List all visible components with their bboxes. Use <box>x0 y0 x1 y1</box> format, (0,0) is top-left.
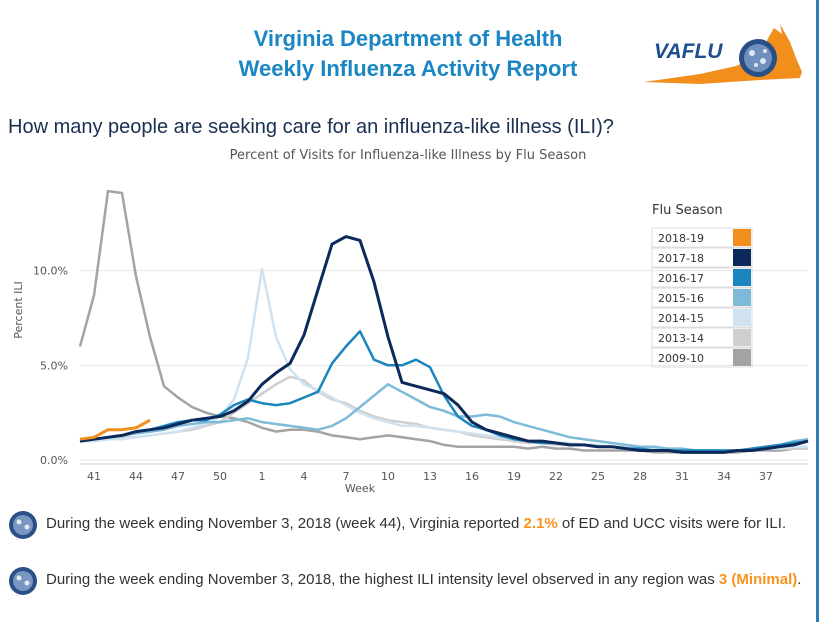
x-tick-label: 19 <box>507 470 521 483</box>
right-border-rule <box>816 0 819 622</box>
legend-label: 2017-18 <box>658 252 704 265</box>
note-1-text: During the week ending November 3, 2018 … <box>46 515 524 532</box>
chart-title: Percent of Visits for Influenza-like Ill… <box>229 148 587 163</box>
header-line-2: Weekly Influenza Activity Report <box>238 56 578 81</box>
x-tick-label: 7 <box>343 470 350 483</box>
legend: Flu Season 2018-192017-182016-172015-162… <box>651 203 753 368</box>
series-line-2015-16 <box>79 383 809 452</box>
x-tick-label: 13 <box>423 470 437 483</box>
header-line-1: Virginia Department of Health <box>253 26 563 51</box>
legend-label: 2015-16 <box>658 292 704 305</box>
x-tick-label: 41 <box>87 470 101 483</box>
logo-text: VAFLU <box>654 40 723 63</box>
legend-swatch-2009-10 <box>733 349 751 366</box>
legend-title: Flu Season <box>652 203 723 218</box>
x-tick-label: 25 <box>591 470 605 483</box>
x-tick-label: 1 <box>259 470 266 483</box>
vaflu-logo: VAFLU <box>644 24 802 84</box>
x-tick-label: 31 <box>675 470 689 483</box>
x-tick-label: 50 <box>213 470 227 483</box>
note-ili-percent: During the week ending November 3, 2018 … <box>46 513 806 535</box>
note-1-highlight: 2.1% <box>523 515 558 532</box>
report-header: Virginia Department of Health Weekly Inf… <box>0 24 816 84</box>
x-tick-label: 47 <box>171 470 185 483</box>
x-tick-label: 28 <box>633 470 647 483</box>
legend-swatch-2013-14 <box>733 329 751 346</box>
legend-swatch-2015-16 <box>733 289 751 306</box>
gridlines <box>80 270 808 465</box>
series-lines <box>78 189 809 454</box>
legend-row <box>651 347 753 368</box>
x-tick-label: 4 <box>301 470 308 483</box>
legend-row <box>651 327 753 348</box>
x-tick-label: 16 <box>465 470 479 483</box>
legend-swatch-2016-17 <box>733 269 751 286</box>
y-axis-title: Percent ILI <box>12 281 25 339</box>
x-tick-label: 22 <box>549 470 563 483</box>
x-axis-labels: 41 44 47 50 1 4 7 10 13 16 19 22 25 28 31 34 37 <box>87 470 773 483</box>
y-tick-label: 0.0% <box>40 454 68 467</box>
ili-line-chart: 41 44 47 50 1 4 7 10 13 16 19 22 25 28 31 34 37 0.0%5.0%… <box>12 189 809 495</box>
x-tick-label: 44 <box>129 470 143 483</box>
legend-row <box>651 227 753 248</box>
question-heading: How many people are seeking care for an … <box>8 116 614 138</box>
x-tick-label: 37 <box>759 470 773 483</box>
note-2-highlight: 3 (Minimal) <box>718 571 798 588</box>
x-axis-title: Week <box>345 482 376 495</box>
note-1-tail: of ED and UCC visits were for ILI. <box>557 515 787 532</box>
legend-label: 2018-19 <box>658 232 704 245</box>
virus-bullet-icon <box>9 511 37 539</box>
legend-label: 2016-17 <box>658 272 704 285</box>
legend-label: 2009-10 <box>658 352 704 365</box>
series-line-2016-17 <box>79 330 809 452</box>
legend-row <box>651 307 753 328</box>
series-line-2018-19 <box>79 418 151 441</box>
note-2-text: During the week ending November 3, 2018,… <box>46 571 719 588</box>
note-2-tail: . <box>797 571 802 588</box>
series-line-2013-14 <box>80 375 808 452</box>
y-axis-labels: 0.0% 5.0% 10.0% <box>33 265 68 467</box>
legend-label: 2014-15 <box>658 312 704 325</box>
virus-icon <box>739 39 777 77</box>
y-tick-label: 10.0% <box>33 265 68 278</box>
legend-swatch-2014-15 <box>733 309 751 326</box>
virus-bullet-icon <box>9 567 37 595</box>
y-tick-label: 5.0% <box>40 359 68 372</box>
legend-row <box>651 287 753 308</box>
series-line-2017-18 <box>79 235 809 454</box>
legend-items: 2018-19 2017-18 2016-17 2015-16 2014-15 2013-… <box>651 227 753 368</box>
x-tick-label: 10 <box>381 470 395 483</box>
legend-label: 2013-14 <box>658 332 704 345</box>
legend-swatch-2018-19 <box>733 229 751 246</box>
legend-swatch-2017-18 <box>733 249 751 266</box>
legend-row <box>651 247 753 268</box>
note-intensity-level: During the week ending November 3, 2018,… <box>46 569 806 591</box>
legend-row <box>651 267 753 288</box>
x-tick-label: 34 <box>717 470 731 483</box>
